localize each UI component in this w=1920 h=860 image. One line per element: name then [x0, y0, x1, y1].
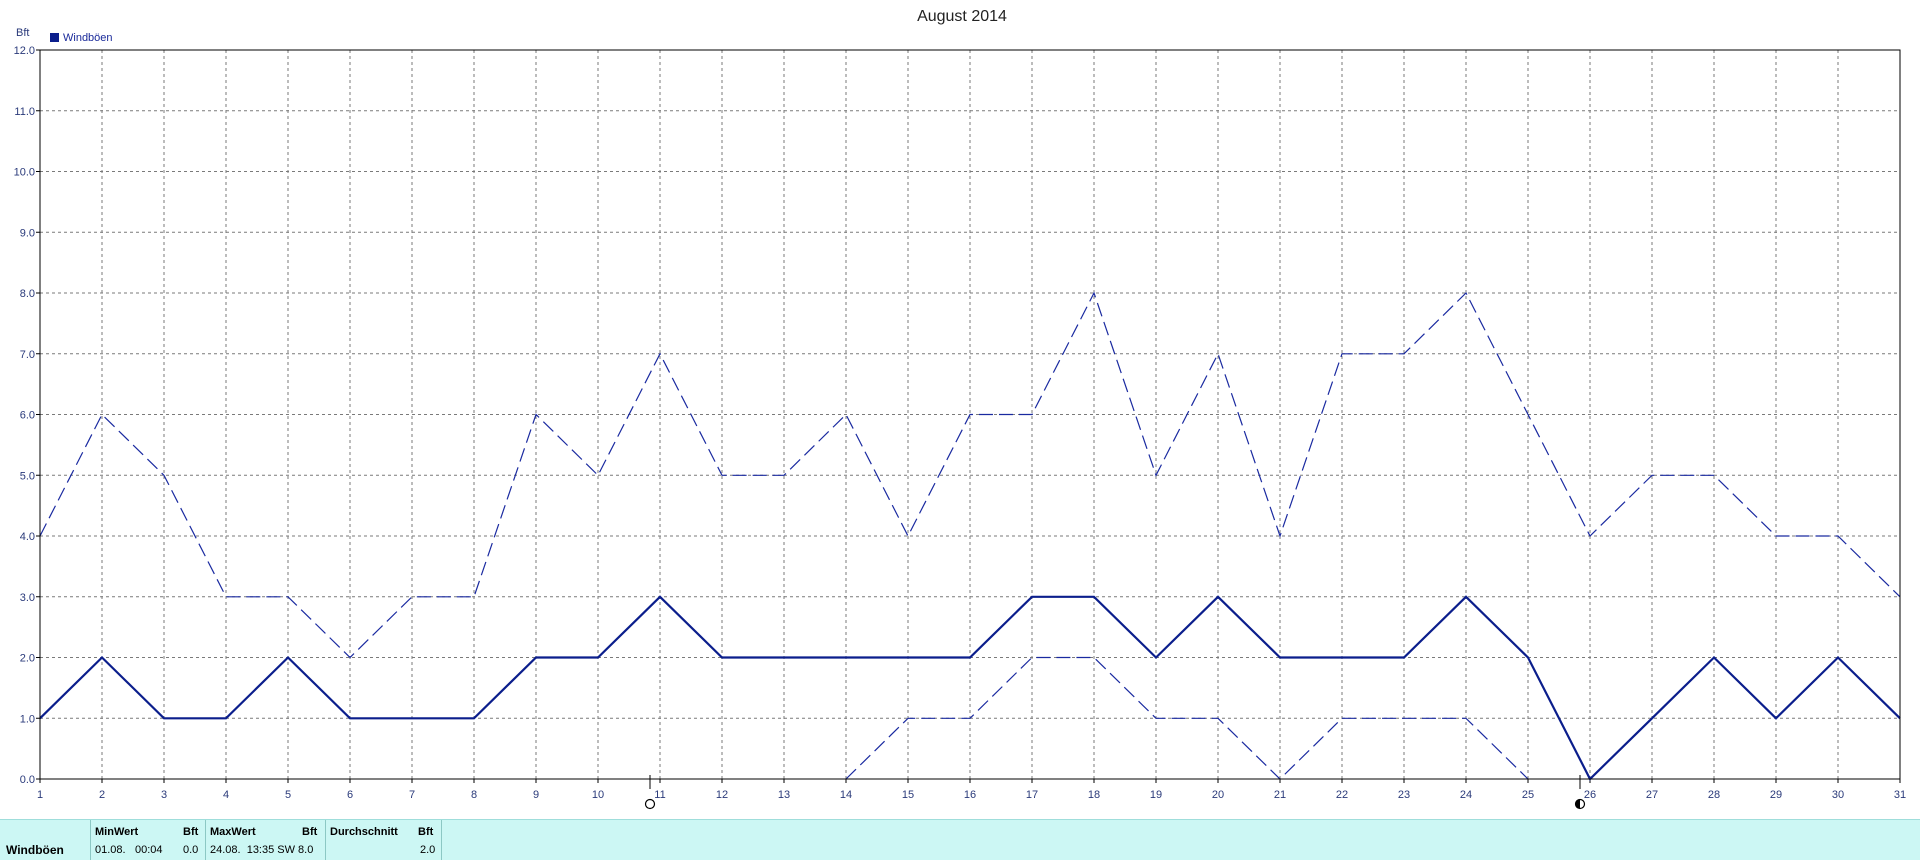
- y-tick-label: 0.0: [20, 774, 35, 786]
- y-tick-label: 8.0: [20, 288, 35, 300]
- x-tick-label: 14: [840, 789, 852, 801]
- x-tick-label: 22: [1336, 789, 1348, 801]
- max-unit: Bft: [302, 826, 317, 838]
- last-quarter-moon-icon: [1576, 800, 1585, 809]
- x-tick-label: 2: [99, 789, 105, 801]
- x-tick-label: 16: [964, 789, 976, 801]
- x-tick-label: 1: [37, 789, 43, 801]
- x-tick-label: 23: [1398, 789, 1410, 801]
- x-tick-label: 27: [1646, 789, 1658, 801]
- min-value: 0.0: [183, 844, 198, 856]
- x-tick-label: 28: [1708, 789, 1720, 801]
- y-tick-label: 11.0: [14, 106, 35, 118]
- y-tick-label: 10.0: [14, 167, 35, 179]
- x-tick-label: 10: [592, 789, 604, 801]
- y-tick-label: 5.0: [20, 470, 35, 482]
- legend-label: Windböen: [63, 32, 113, 44]
- y-tick-label: 1.0: [20, 713, 35, 725]
- y-tick-label: 12.0: [14, 45, 35, 57]
- chart-title: August 2014: [917, 8, 1007, 25]
- legend: Windböen: [50, 32, 113, 44]
- x-tick-label: 9: [533, 789, 539, 801]
- max-header: MaxWert: [210, 826, 256, 838]
- min-cell: MinWert Bft 01.08. 00:04 0.0: [90, 820, 205, 860]
- avg-header: Durchschnitt: [330, 826, 398, 838]
- full-moon-icon: [646, 800, 655, 809]
- y-tick-label: 3.0: [20, 592, 35, 604]
- x-tick-label: 25: [1522, 789, 1534, 801]
- min-header: MinWert: [95, 826, 138, 838]
- x-tick-label: 8: [471, 789, 477, 801]
- x-tick-label: 4: [223, 789, 229, 801]
- y-tick-label: 6.0: [20, 410, 35, 422]
- x-tick-label: 13: [778, 789, 790, 801]
- x-tick-label: 17: [1026, 789, 1038, 801]
- x-tick-label: 24: [1460, 789, 1472, 801]
- y-tick-label: 4.0: [20, 531, 35, 543]
- legend-swatch: [50, 33, 59, 42]
- x-tick-label: 26: [1584, 789, 1596, 801]
- min-unit: Bft: [183, 826, 198, 838]
- y-tick-label: 7.0: [20, 349, 35, 361]
- x-tick-label: 3: [161, 789, 167, 801]
- max-value: 24.08. 13:35 SW 8.0: [210, 844, 313, 856]
- y-axis-unit: Bft: [16, 27, 29, 39]
- stats-series-label: Windböen: [6, 843, 64, 857]
- avg-unit: Bft: [418, 826, 433, 838]
- x-tick-label: 30: [1832, 789, 1844, 801]
- x-tick-label: 19: [1150, 789, 1162, 801]
- x-tick-label: 21: [1274, 789, 1286, 801]
- avg-value: 2.0: [420, 844, 435, 856]
- min-date: 01.08.: [95, 844, 126, 856]
- x-tick-label: 6: [347, 789, 353, 801]
- x-tick-label: 20: [1212, 789, 1224, 801]
- wind-gust-chart: August 2014 Bft Windböen 0.0 1.0 2.0 3.0 4.0…: [0, 0, 1920, 815]
- x-tick-label: 18: [1088, 789, 1100, 801]
- y-tick-label: 2.0: [20, 653, 35, 665]
- x-tick-label: 15: [902, 789, 914, 801]
- y-axis: 0.0 1.0 2.0 3.0 4.0 5.0 6.0 7.0 8.0 9.0 10.0 11.0 12…: [14, 45, 40, 786]
- x-tick-label: 5: [285, 789, 291, 801]
- statistics-bar: Windböen MinWert Bft 01.08. 00:04 0.0 Ma…: [0, 819, 1920, 860]
- max-cell: MaxWert Bft 24.08. 13:35 SW 8.0: [205, 820, 325, 860]
- avg-cell: Durchschnitt Bft 2.0: [325, 820, 442, 860]
- x-tick-label: 11: [654, 789, 665, 801]
- x-tick-label: 7: [409, 789, 415, 801]
- min-time: 00:04: [135, 844, 163, 856]
- x-tick-label: 29: [1770, 789, 1782, 801]
- x-tick-label: 12: [716, 789, 728, 801]
- x-tick-label: 31: [1894, 789, 1906, 801]
- y-tick-label: 9.0: [20, 227, 35, 239]
